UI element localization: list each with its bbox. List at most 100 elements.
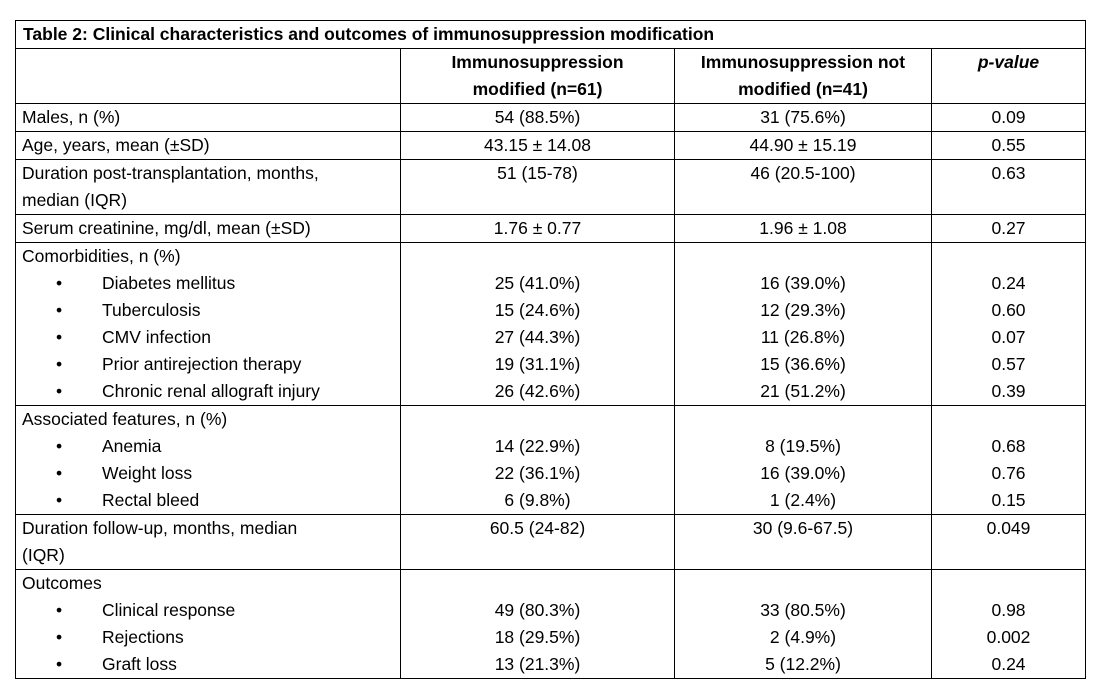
value: 0.39 <box>991 381 1026 401</box>
value: 18 (29.5%) <box>494 627 581 647</box>
bullet-icon: • <box>56 600 63 620</box>
value: 15 (24.6%) <box>494 300 581 320</box>
value: 16 (39.0%) <box>760 463 846 483</box>
list-item: • Clinical response <box>22 597 394 624</box>
row-label: Serum creatinine, mg/dl, mean (±SD) <box>15 214 401 243</box>
value: 15 (36.6%) <box>760 354 846 374</box>
table-row: Duration follow-up, months, median (IQR)… <box>15 514 1087 570</box>
row-label-line1: Duration follow-up, months, median <box>22 518 298 538</box>
value: 0.98 <box>991 600 1026 620</box>
list-item: • Graft loss <box>22 651 394 678</box>
group-label-cell: Associated features, n (%) • Anemia • Weig… <box>15 405 401 515</box>
list-item: • Tuberculosis <box>22 297 394 324</box>
list-item: • Prior antirejection therapy <box>22 351 394 378</box>
bullet-icon: • <box>56 490 63 510</box>
row-label-line1: Duration post-transplantation, months, <box>22 163 319 183</box>
table-row: Duration post-transplantation, months, m… <box>15 159 1087 215</box>
value: 27 (44.3%) <box>494 327 581 347</box>
value: 0.15 <box>991 490 1026 510</box>
item-label: Anemia <box>102 436 162 456</box>
value: 0.07 <box>991 327 1026 347</box>
value: 2 (4.9%) <box>769 627 837 647</box>
header-not-modified: Immunosuppression not modified (n=41) <box>674 48 932 104</box>
bullet-icon: • <box>56 654 63 674</box>
cell-p-value: 0.27 <box>930 214 1087 243</box>
list-item: • Diabetes mellitus <box>22 270 394 297</box>
value: 14 (22.9%) <box>494 436 581 456</box>
header-row: Immunosuppression modified (n=61) Immuno… <box>15 48 1087 104</box>
item-label: CMV infection <box>102 327 211 347</box>
cell-p-value: 0.98 0.002 0.24 <box>930 569 1087 679</box>
cell-not-modified: 44.90 ± 15.19 <box>674 131 932 160</box>
table-title: Table 2: Clinical characteristics and ou… <box>14 20 1087 49</box>
group-label-cell: Comorbidities, n (%) • Diabetes mellitus … <box>15 242 401 406</box>
cell-p-value: 0.55 <box>930 131 1087 160</box>
value: 5 (12.2%) <box>765 654 841 674</box>
value: 12 (29.3%) <box>760 300 846 320</box>
value: 1 (2.4%) <box>769 490 837 510</box>
bullet-icon: • <box>56 463 63 483</box>
bullet-icon: • <box>56 627 63 647</box>
bullet-icon: • <box>56 327 63 347</box>
table-row-group-comorbidities: Comorbidities, n (%) • Diabetes mellitus … <box>15 242 1087 406</box>
list-item: • Anemia <box>22 433 394 460</box>
list-item: • Rectal bleed <box>22 487 394 514</box>
cell-p-value: 0.24 0.60 0.07 0.57 0.39 <box>930 242 1087 406</box>
value: 33 (80.5%) <box>760 600 846 620</box>
value: 16 (39.0%) <box>760 273 846 293</box>
cell-not-modified: 1.96 ± 1.08 <box>674 214 932 243</box>
value: 26 (42.6%) <box>494 381 581 401</box>
cell-modified: 49 (80.3%) 18 (29.5%) 13 (21.3%) <box>400 569 675 679</box>
cell-p-value: 0.63 <box>930 159 1087 215</box>
value: 8 (19.5%) <box>765 436 841 456</box>
value: 19 (31.1%) <box>494 354 581 374</box>
bullet-icon: • <box>56 381 63 401</box>
bullet-icon: • <box>56 436 63 456</box>
bullet-icon: • <box>56 300 63 320</box>
cell-not-modified: 30 (9.6-67.5) <box>674 514 932 570</box>
value: 0.24 <box>991 654 1026 674</box>
list-item: • CMV infection <box>22 324 394 351</box>
header-p-value: p-value <box>930 48 1087 104</box>
header-empty-cell <box>15 48 401 104</box>
value: 0.002 <box>986 627 1031 647</box>
header-modified-line1: Immunosuppression <box>451 52 624 72</box>
header-not-modified-line1: Immunosuppression not <box>700 52 906 72</box>
row-label: Duration follow-up, months, median (IQR) <box>15 514 401 570</box>
table-row: Males, n (%) 54 (88.5%) 31 (75.6%) 0.09 <box>15 103 1087 132</box>
bullet-icon: • <box>56 354 63 374</box>
table-row-group-outcomes: Outcomes • Clinical response • Rejections … <box>15 569 1087 679</box>
value: 21 (51.2%) <box>760 381 846 401</box>
item-label: Graft loss <box>102 654 177 674</box>
cell-not-modified: 16 (39.0%) 12 (29.3%) 11 (26.8%) 15 (36.… <box>674 242 932 406</box>
cell-not-modified: 8 (19.5%) 16 (39.0%) 1 (2.4%) <box>674 405 932 515</box>
cell-modified: 43.15 ± 14.08 <box>400 131 675 160</box>
item-label: Chronic renal allograft injury <box>102 381 320 401</box>
cell-modified: 54 (88.5%) <box>400 103 675 132</box>
list-item: • Chronic renal allograft injury <box>22 378 394 405</box>
value: 0.76 <box>991 463 1026 483</box>
cell-p-value: 0.049 <box>930 514 1087 570</box>
item-label: Diabetes mellitus <box>102 273 236 293</box>
list-item: • Weight loss <box>22 460 394 487</box>
cell-not-modified: 46 (20.5-100) <box>674 159 932 215</box>
cell-modified: 60.5 (24-82) <box>400 514 675 570</box>
bullet-icon: • <box>56 273 63 293</box>
cell-modified: 25 (41.0%) 15 (24.6%) 27 (44.3%) 19 (31.… <box>400 242 675 406</box>
value: 22 (36.1%) <box>494 463 581 483</box>
header-modified-line2: modified (n=61) <box>472 79 603 99</box>
value: 11 (26.8%) <box>760 327 846 347</box>
cell-p-value: 0.09 <box>930 103 1087 132</box>
cell-not-modified: 33 (80.5%) 2 (4.9%) 5 (12.2%) <box>674 569 932 679</box>
value: 0.68 <box>991 436 1026 456</box>
value: 13 (21.3%) <box>494 654 581 674</box>
cell-modified: 51 (15-78) <box>400 159 675 215</box>
header-not-modified-line2: modified (n=41) <box>738 79 868 99</box>
item-label: Weight loss <box>102 463 193 483</box>
value: 0.60 <box>991 300 1026 320</box>
value: 0.24 <box>991 273 1026 293</box>
group-label-cell: Outcomes • Clinical response • Rejections … <box>15 569 401 679</box>
header-modified: Immunosuppression modified (n=61) <box>400 48 675 104</box>
group-label: Associated features, n (%) <box>22 409 228 429</box>
